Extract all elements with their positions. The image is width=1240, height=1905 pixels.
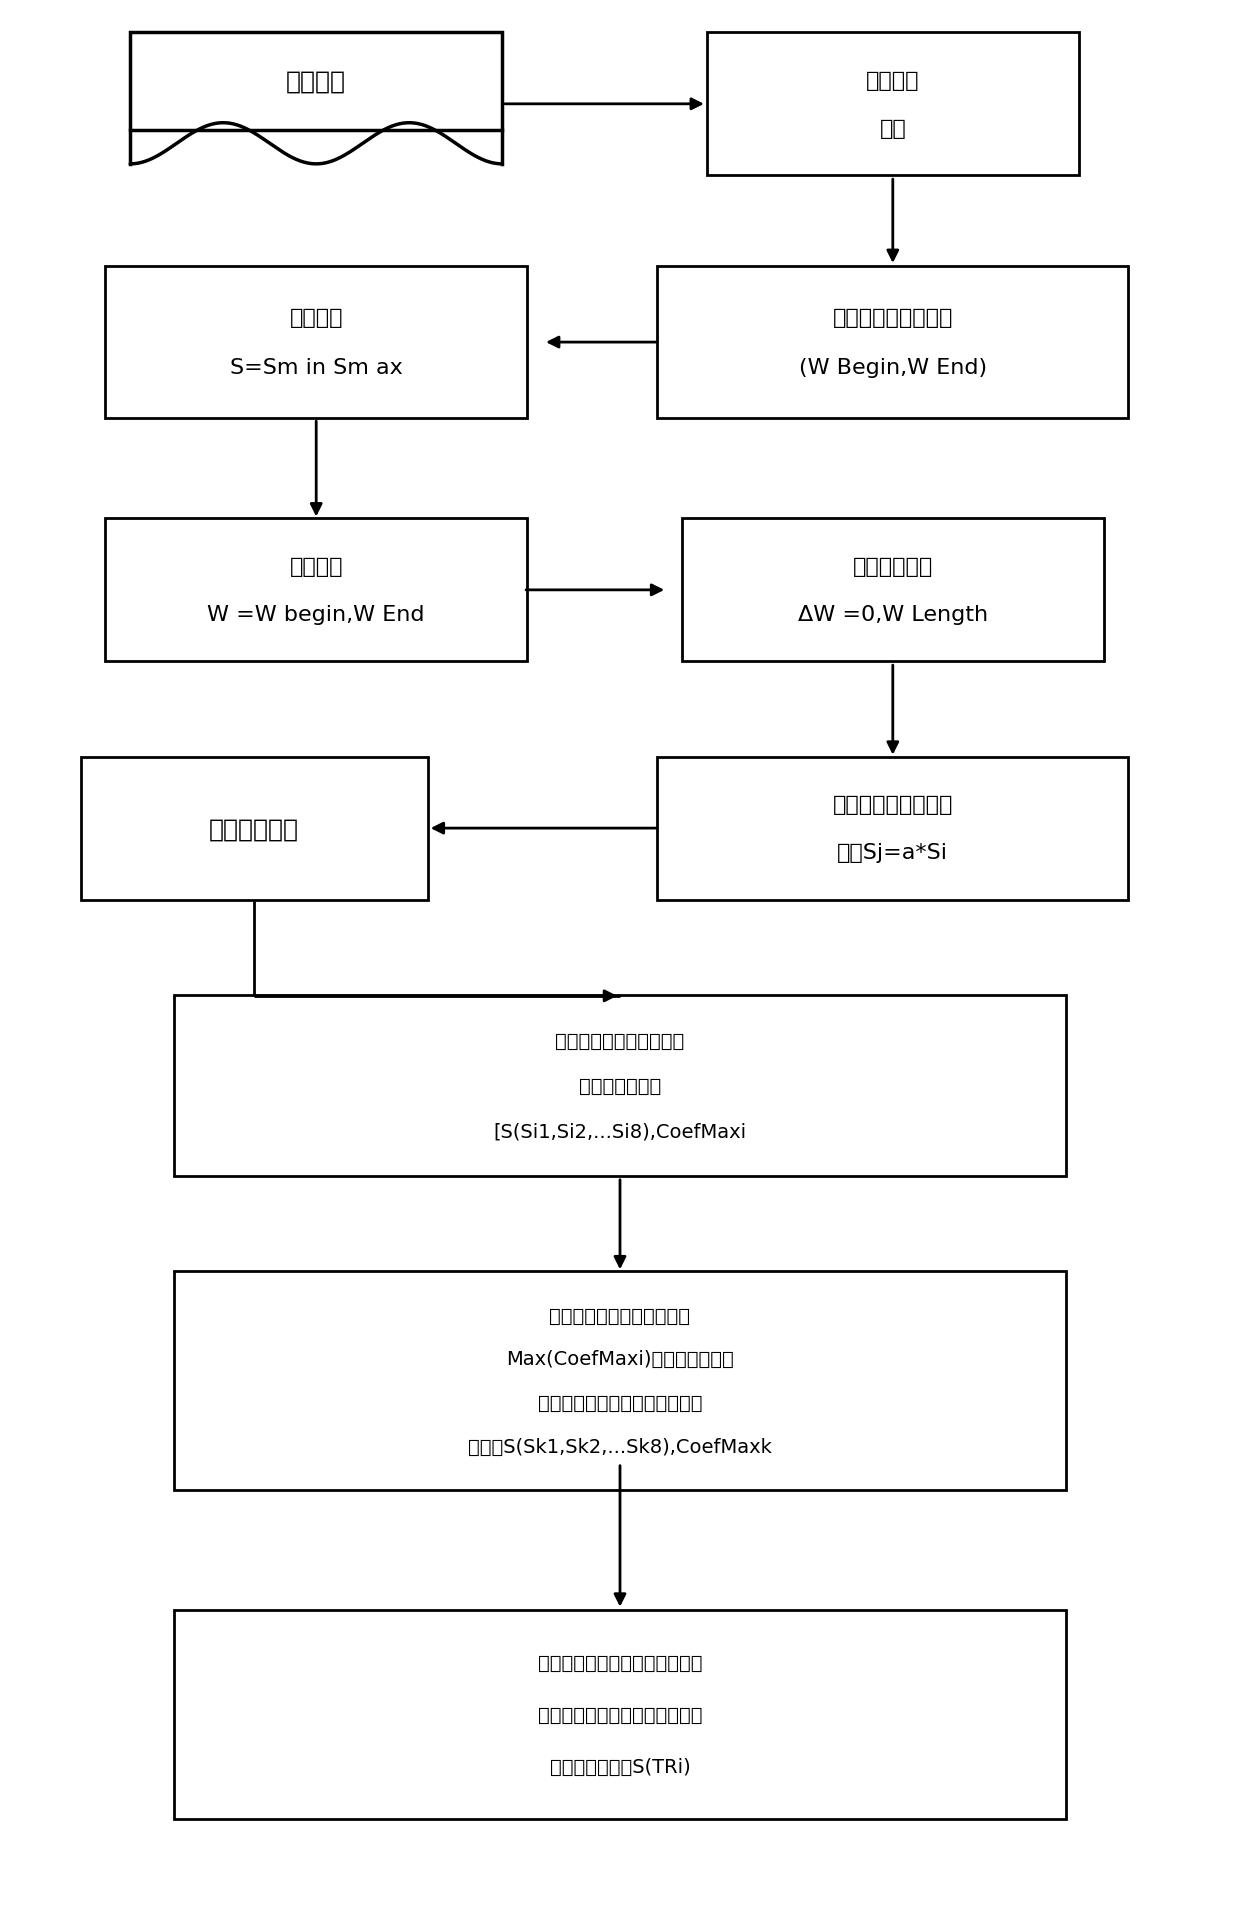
Text: W =W begin,W End: W =W begin,W End (207, 604, 425, 625)
Text: 数据: 数据 (879, 118, 906, 139)
FancyBboxPatch shape (130, 34, 502, 130)
FancyBboxPatch shape (105, 520, 527, 663)
FancyBboxPatch shape (657, 267, 1128, 419)
Text: 系进行样条插值得到连续接收站: 系进行样条插值得到连续接收站 (538, 1705, 702, 1724)
Text: 慢度相关系数组中找出最大: 慢度相关系数组中找出最大 (549, 1307, 691, 1324)
Text: 多道数据: 多道数据 (286, 70, 346, 93)
Text: 慢度循环: 慢度循环 (289, 307, 343, 328)
Text: 作为最终当前接收波列对应的地: 作为最终当前接收波列对应的地 (538, 1394, 702, 1412)
Text: 时窗循环: 时窗循环 (289, 556, 343, 577)
Text: [S(Si1,Si2,...Si8),CoefMaxi: [S(Si1,Si2,...Si8),CoefMaxi (494, 1122, 746, 1141)
FancyBboxPatch shape (174, 994, 1066, 1175)
Text: 模式波选择确定时窗: 模式波选择确定时窗 (832, 307, 954, 328)
FancyBboxPatch shape (174, 1273, 1066, 1490)
FancyBboxPatch shape (682, 520, 1104, 663)
Text: (W Begin,W End): (W Begin,W End) (799, 358, 987, 379)
Text: 化从Sj=a*Si: 化从Sj=a*Si (837, 842, 949, 863)
Text: 读取多道: 读取多道 (866, 70, 920, 91)
Text: 层慢度S(Sk1,Sk2,...Sk8),CoefMaxk: 层慢度S(Sk1,Sk2,...Sk8),CoefMaxk (467, 1438, 773, 1455)
Text: 根据当前慢度与接收站间距的关: 根据当前慢度与接收站间距的关 (538, 1654, 702, 1671)
FancyBboxPatch shape (707, 34, 1079, 177)
FancyBboxPatch shape (81, 758, 428, 901)
Text: Max(CoefMaxi)对应的慢度序列: Max(CoefMaxi)对应的慢度序列 (506, 1351, 734, 1368)
FancyBboxPatch shape (105, 267, 527, 419)
Text: 慢度相关系数组: 慢度相关系数组 (579, 1076, 661, 1095)
FancyBboxPatch shape (174, 1610, 1066, 1819)
FancyBboxPatch shape (657, 758, 1128, 901)
Text: 计算相关系数: 计算相关系数 (210, 817, 299, 840)
Text: 慢度随接收站源距变: 慢度随接收站源距变 (832, 794, 954, 815)
Text: S=Sm in Sm ax: S=Sm in Sm ax (229, 358, 403, 379)
Text: 间距对应的慢度S(TRi): 间距对应的慢度S(TRi) (549, 1758, 691, 1775)
Text: 保留最大相关系数对应的: 保留最大相关系数对应的 (556, 1031, 684, 1050)
Text: ΔW =0,W Length: ΔW =0,W Length (797, 604, 988, 625)
Text: 时窗长度循环: 时窗长度循环 (853, 556, 932, 577)
